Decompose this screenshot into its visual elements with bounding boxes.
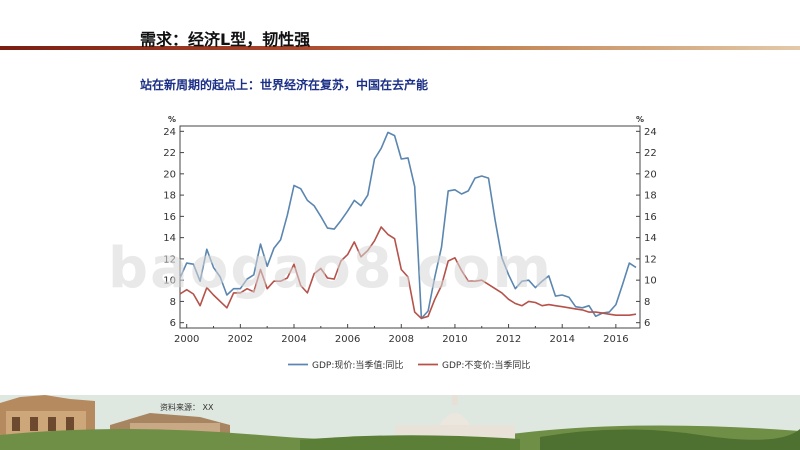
- chart-subtitle: 站在新周期的起点上：世界经济在复苏，中国在去产能: [140, 78, 429, 92]
- gdp-growth-chart: 6 6 8 8 10 10 12 12 14 14 16 16 18 18 20 20 22 22 24 24% % 20…: [163, 115, 657, 371]
- x-tick-label: 2006: [335, 334, 360, 345]
- y-tick-label-left: 22: [163, 148, 176, 159]
- x-tick-label: 2008: [389, 334, 414, 345]
- y-tick-label-left: 12: [163, 254, 176, 265]
- y-tick-label-left: 24: [163, 127, 176, 138]
- y-tick-label-right: 8: [644, 297, 650, 308]
- series-line-real-gdp: [179, 226, 637, 320]
- y-tick-label-left: 16: [163, 212, 176, 223]
- x-tick-label: 2000: [174, 334, 199, 345]
- y-tick-label-left: 6: [170, 318, 176, 329]
- watermark-text: baogao8.com: [108, 236, 553, 301]
- x-tick-label: 2010: [442, 334, 467, 345]
- y-tick-label-right: 24: [644, 127, 657, 138]
- footer-landscape-banner: [0, 395, 800, 450]
- x-tick-label: 2016: [603, 334, 628, 345]
- legend-label: GDP:现价:当季值:同比: [312, 359, 403, 371]
- y-tick-label-left: 10: [163, 276, 176, 287]
- y-axis-unit-left: %: [168, 115, 176, 124]
- y-tick-label-left: 20: [163, 169, 176, 180]
- y-tick-label-right: 16: [644, 212, 657, 223]
- y-axis-unit-right: %: [636, 115, 644, 124]
- slide-title: 需求：经济L型，韧性强: [140, 30, 311, 49]
- y-tick-label-right: 22: [644, 148, 657, 159]
- x-tick-label: 2012: [496, 334, 521, 345]
- series-line-nominal-gdp: [179, 131, 637, 320]
- y-tick-label-left: 18: [163, 191, 176, 202]
- x-tick-label: 2002: [228, 334, 253, 345]
- y-tick-label-right: 12: [644, 254, 657, 265]
- y-tick-label-right: 6: [644, 318, 650, 329]
- y-tick-label-left: 14: [163, 233, 176, 244]
- plot-frame: [179, 125, 641, 329]
- legend-label: GDP:不变价:当季同比: [442, 359, 530, 371]
- title-rule: [0, 46, 800, 50]
- y-tick-label-left: 8: [170, 297, 176, 308]
- source-note: 资料来源： XX: [160, 403, 214, 412]
- y-tick-label-right: 14: [644, 233, 657, 244]
- landscape-illustration: [0, 395, 800, 450]
- x-tick-label: 2014: [549, 334, 574, 345]
- y-tick-label-right: 20: [644, 169, 657, 180]
- y-tick-label-right: 18: [644, 191, 657, 202]
- y-tick-label-right: 10: [644, 276, 657, 287]
- x-tick-label: 2004: [281, 334, 306, 345]
